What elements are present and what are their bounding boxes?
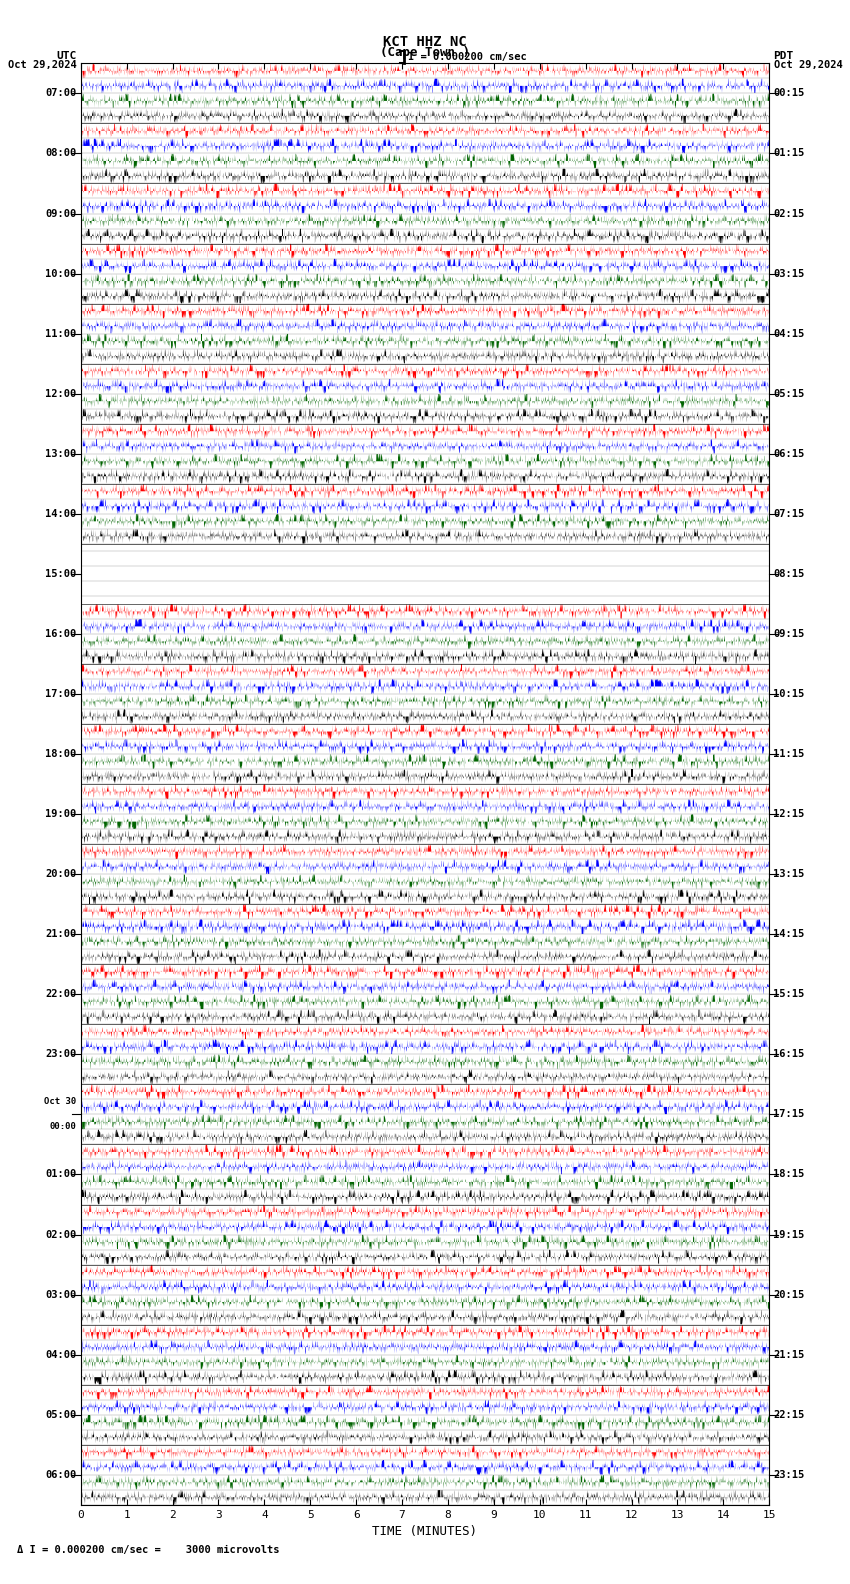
Text: 05:00: 05:00 (45, 1410, 76, 1419)
Text: 11:15: 11:15 (774, 749, 805, 759)
Text: 08:00: 08:00 (45, 149, 76, 158)
Text: Oct 29,2024: Oct 29,2024 (8, 60, 77, 70)
Text: 09:00: 09:00 (45, 209, 76, 219)
Text: Oct 30: Oct 30 (44, 1098, 76, 1107)
Text: (Cape Town ): (Cape Town ) (380, 46, 470, 59)
Text: 21:00: 21:00 (45, 930, 76, 939)
Text: 10:00: 10:00 (45, 269, 76, 279)
Text: 23:00: 23:00 (45, 1049, 76, 1060)
Text: 20:15: 20:15 (774, 1289, 805, 1299)
Text: 06:15: 06:15 (774, 448, 805, 459)
Text: 09:15: 09:15 (774, 629, 805, 638)
Text: 06:00: 06:00 (45, 1470, 76, 1479)
Text: 03:15: 03:15 (774, 269, 805, 279)
Text: 17:15: 17:15 (774, 1109, 805, 1120)
Text: 21:15: 21:15 (774, 1350, 805, 1359)
Text: 03:00: 03:00 (45, 1289, 76, 1299)
Text: Oct 29,2024: Oct 29,2024 (774, 60, 842, 70)
Text: 19:00: 19:00 (45, 809, 76, 819)
Text: 07:15: 07:15 (774, 508, 805, 520)
Text: 18:00: 18:00 (45, 749, 76, 759)
Text: 16:00: 16:00 (45, 629, 76, 638)
Text: 01:15: 01:15 (774, 149, 805, 158)
Text: I = 0.000200 cm/sec: I = 0.000200 cm/sec (408, 52, 527, 62)
Text: 15:00: 15:00 (45, 569, 76, 578)
Text: 22:00: 22:00 (45, 990, 76, 1000)
Text: 00:00: 00:00 (49, 1123, 76, 1131)
Text: 00:15: 00:15 (774, 89, 805, 98)
Text: 17:00: 17:00 (45, 689, 76, 699)
Text: 02:15: 02:15 (774, 209, 805, 219)
Text: 22:15: 22:15 (774, 1410, 805, 1419)
X-axis label: TIME (MINUTES): TIME (MINUTES) (372, 1525, 478, 1538)
Text: 13:00: 13:00 (45, 448, 76, 459)
Text: 11:00: 11:00 (45, 328, 76, 339)
Text: 14:00: 14:00 (45, 508, 76, 520)
Text: 23:15: 23:15 (774, 1470, 805, 1479)
Text: PDT: PDT (774, 51, 794, 60)
Text: 14:15: 14:15 (774, 930, 805, 939)
Text: 10:15: 10:15 (774, 689, 805, 699)
Text: Δ I = 0.000200 cm/sec =    3000 microvolts: Δ I = 0.000200 cm/sec = 3000 microvolts (17, 1546, 280, 1555)
Text: 12:15: 12:15 (774, 809, 805, 819)
Text: 04:15: 04:15 (774, 328, 805, 339)
Text: 05:15: 05:15 (774, 388, 805, 399)
Text: 12:00: 12:00 (45, 388, 76, 399)
Text: 04:00: 04:00 (45, 1350, 76, 1359)
Text: 08:15: 08:15 (774, 569, 805, 578)
Text: 16:15: 16:15 (774, 1049, 805, 1060)
Text: 19:15: 19:15 (774, 1229, 805, 1240)
Text: 02:00: 02:00 (45, 1229, 76, 1240)
Text: 01:00: 01:00 (45, 1169, 76, 1180)
Text: 15:15: 15:15 (774, 990, 805, 1000)
Text: KCT HHZ NC: KCT HHZ NC (383, 35, 467, 49)
Text: 07:00: 07:00 (45, 89, 76, 98)
Text: 18:15: 18:15 (774, 1169, 805, 1180)
Text: 20:00: 20:00 (45, 870, 76, 879)
Text: 13:15: 13:15 (774, 870, 805, 879)
Text: UTC: UTC (56, 51, 76, 60)
